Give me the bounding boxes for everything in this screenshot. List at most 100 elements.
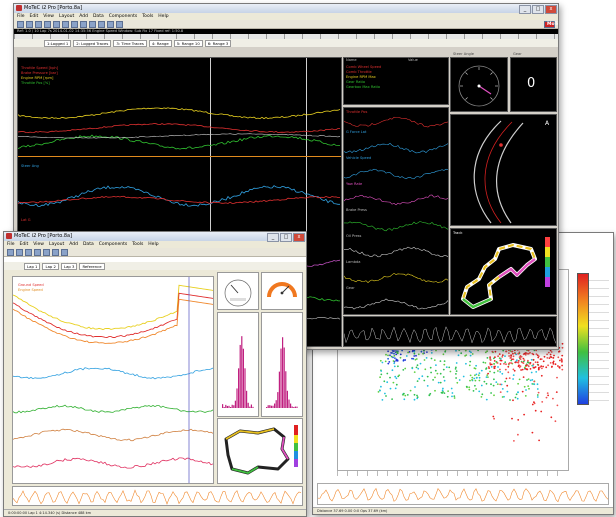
scatter-point: [497, 362, 499, 364]
tab-logged-1[interactable]: 1:Logged 1: [44, 40, 71, 47]
scatter-point: [437, 373, 439, 375]
scatter-point: [522, 391, 524, 393]
secondary-settings-icon[interactable]: [61, 249, 68, 256]
secondary-menu-add[interactable]: Add: [69, 241, 78, 248]
secondary-undo-icon[interactable]: [25, 249, 32, 256]
scatter-point: [418, 378, 420, 380]
scatter-point: [529, 352, 531, 354]
zoom-out-icon[interactable]: [62, 21, 69, 28]
main-timeline[interactable]: [343, 316, 557, 347]
scatter-point: [561, 355, 563, 357]
scatter-point: [520, 358, 522, 360]
scatter-point: [424, 359, 426, 361]
menu-help[interactable]: Help: [158, 13, 168, 20]
overlay-icon[interactable]: [98, 21, 105, 28]
scatter-timeline[interactable]: [317, 483, 609, 505]
secondary-menu-data[interactable]: Data: [83, 241, 94, 248]
secondary-lap-icon[interactable]: [52, 249, 59, 256]
secondary-menu-layout[interactable]: Layout: [49, 241, 64, 248]
scatter-point: [547, 392, 549, 394]
scatter-point: [538, 369, 540, 371]
tab-logged-traces[interactable]: 2: Logged Traces: [73, 40, 111, 47]
secondary-minimize-button[interactable]: _: [267, 233, 279, 242]
secondary-menu-view[interactable]: View: [33, 241, 44, 248]
secondary-tab-reference[interactable]: Reference: [79, 263, 104, 270]
scatter-point: [431, 352, 433, 354]
scatter-point: [486, 367, 488, 369]
scatter-point: [394, 366, 396, 368]
secondary-tab-lap-1[interactable]: Lap 1: [24, 263, 40, 270]
menu-add[interactable]: Add: [79, 13, 88, 20]
scatter-x-axis: [337, 471, 567, 476]
scatter-point: [490, 359, 492, 361]
scatter-point: [455, 377, 457, 379]
strip-trace-7: [344, 273, 448, 282]
settings-icon[interactable]: [107, 21, 114, 28]
scatter-point: [456, 370, 458, 372]
tab-range[interactable]: 4: Range: [149, 40, 172, 47]
track-section-panel[interactable]: A: [450, 114, 557, 226]
scatter-point: [438, 382, 440, 384]
lap-icon[interactable]: [89, 21, 96, 28]
tab-time-traces[interactable]: 3: Time Traces: [113, 40, 146, 47]
menu-layout[interactable]: Layout: [59, 13, 74, 20]
secondary-cursor-icon[interactable]: [43, 249, 50, 256]
secondary-menu-tools[interactable]: Tools: [132, 241, 143, 248]
tab-range-3[interactable]: 6: Range 3: [205, 40, 232, 47]
close-button[interactable]: x: [545, 5, 557, 14]
strip-label-1: Throttle Pos: [346, 110, 367, 114]
undo-icon[interactable]: [35, 21, 42, 28]
secondary-track-panel[interactable]: [217, 418, 303, 484]
scatter-point: [414, 386, 416, 388]
scatter-point: [518, 364, 520, 366]
scatter-point: [490, 392, 492, 394]
menu-tools[interactable]: Tools: [142, 13, 153, 20]
minimize-button[interactable]: _: [519, 5, 531, 14]
right-channel-strip[interactable]: Throttle Pos G Force Lat Vehicle Speed Y…: [343, 107, 449, 315]
save-icon[interactable]: [26, 21, 33, 28]
scatter-point: [486, 383, 488, 385]
scatter-point: [403, 393, 405, 395]
redo-icon[interactable]: [44, 21, 51, 28]
menu-edit[interactable]: Edit: [30, 13, 39, 20]
menu-file[interactable]: File: [17, 13, 25, 20]
marker-icon[interactable]: [80, 21, 87, 28]
secondary-open-icon[interactable]: [7, 249, 14, 256]
scatter-point: [514, 362, 516, 364]
scatter-point: [390, 388, 392, 390]
maximize-button[interactable]: □: [532, 5, 544, 14]
menu-components[interactable]: Components: [109, 13, 137, 20]
secondary-menu-file[interactable]: File: [7, 241, 15, 248]
scatter-point: [460, 352, 462, 354]
secondary-menu-components[interactable]: Components: [99, 241, 127, 248]
tab-range-10[interactable]: 5: Range 10: [174, 40, 203, 47]
secondary-maximize-button[interactable]: □: [280, 233, 292, 242]
secondary-tab-lap-2[interactable]: Lap 2: [42, 263, 58, 270]
menu-view[interactable]: View: [43, 13, 54, 20]
secondary-save-icon[interactable]: [16, 249, 23, 256]
secondary-menu-edit[interactable]: Edit: [20, 241, 29, 248]
secondary-graph-panel[interactable]: Ground Speed Engine Speed: [12, 276, 214, 484]
track-map-panel[interactable]: Track: [450, 228, 557, 315]
channel-table[interactable]: Name Value Comb Wheel Speed Comb Throttl…: [343, 57, 449, 105]
secondary-close-button[interactable]: x: [293, 233, 305, 242]
secondary-statusbar: 0:00:00:00 Lap 1 4:14.340 (s) Distance 4…: [4, 509, 306, 516]
open-icon[interactable]: [17, 21, 24, 28]
scatter-point: [383, 380, 385, 382]
export-icon[interactable]: [116, 21, 123, 28]
secondary-titlebar[interactable]: MoTeC i2 Pro [Porto.8a] _ □ x: [4, 232, 306, 241]
scatter-point: [499, 353, 501, 355]
secondary-tab-lap-3[interactable]: Lap 3: [61, 263, 77, 270]
scatter-point: [382, 399, 384, 401]
scatter-point: [478, 374, 480, 376]
secondary-zoom-icon[interactable]: [34, 249, 41, 256]
main-titlebar[interactable]: MoTeC i2 Pro [Porto.8a] _ □ x: [14, 4, 558, 13]
secondary-timeline[interactable]: [12, 486, 303, 506]
secondary-menu-help[interactable]: Help: [148, 241, 158, 248]
menu-data[interactable]: Data: [93, 13, 104, 20]
cursor-icon[interactable]: [71, 21, 78, 28]
scatter-point: [395, 354, 397, 356]
table-row-3: Engine RPM Max: [346, 75, 376, 79]
scatter-point: [473, 378, 475, 380]
zoom-in-icon[interactable]: [53, 21, 60, 28]
